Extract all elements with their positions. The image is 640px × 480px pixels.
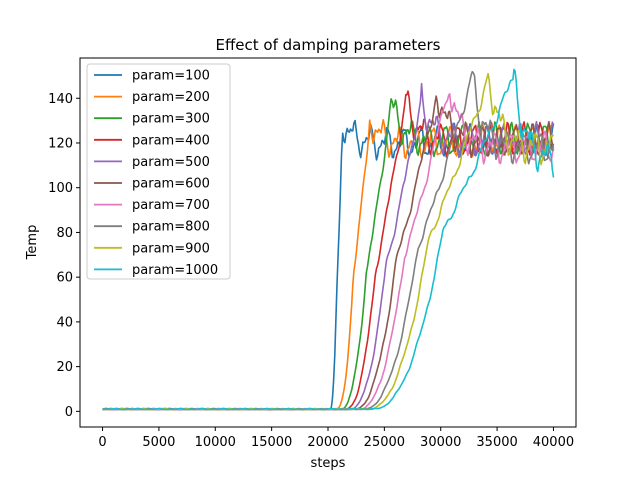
y-axis-ticks: 0 20 40 60 80 100 120 140 bbox=[48, 92, 80, 420]
x-tick-label: 5000 bbox=[142, 435, 175, 450]
y-axis-label: Temp bbox=[25, 225, 40, 261]
x-tick-label: 10000 bbox=[195, 435, 236, 450]
y-tick-label: 140 bbox=[48, 92, 73, 107]
x-tick-label: 30000 bbox=[420, 435, 461, 450]
legend-label: param=800 bbox=[132, 220, 210, 235]
series-line-10 bbox=[102, 68, 555, 411]
y-tick-label: 120 bbox=[48, 136, 73, 151]
legend: param=100 param=200 param=300 param=400 para… bbox=[86, 63, 231, 280]
x-tick-label: 25000 bbox=[364, 435, 405, 450]
x-tick-label: 0 bbox=[98, 435, 106, 450]
legend-label: param=700 bbox=[132, 198, 210, 213]
y-tick-label: 40 bbox=[56, 315, 73, 330]
y-tick-label: 20 bbox=[56, 360, 73, 375]
legend-label: param=1000 bbox=[132, 263, 218, 278]
legend-label: param=500 bbox=[132, 155, 210, 170]
x-axis-label: steps bbox=[311, 456, 346, 471]
y-tick-label: 60 bbox=[56, 271, 73, 286]
x-tick-label: 35000 bbox=[476, 435, 517, 450]
x-axis-ticks: 0 5000 10000 15000 20000 25000 30000 35000 40000 bbox=[98, 427, 574, 450]
legend-label: param=600 bbox=[132, 177, 210, 192]
chart-title: Effect of damping parameters bbox=[216, 36, 441, 54]
x-tick-label: 40000 bbox=[533, 435, 574, 450]
y-tick-label: 0 bbox=[65, 405, 73, 420]
legend-label: param=200 bbox=[132, 90, 210, 105]
legend-label: param=100 bbox=[132, 69, 210, 84]
legend-box bbox=[86, 63, 231, 280]
legend-label: param=300 bbox=[132, 112, 210, 127]
legend-label: param=900 bbox=[132, 241, 210, 256]
x-tick-label: 15000 bbox=[251, 435, 292, 450]
y-tick-label: 80 bbox=[56, 226, 73, 241]
y-tick-label: 100 bbox=[48, 181, 73, 196]
x-tick-label: 20000 bbox=[307, 435, 348, 450]
legend-label: param=400 bbox=[132, 133, 210, 148]
series-layer bbox=[102, 68, 555, 411]
